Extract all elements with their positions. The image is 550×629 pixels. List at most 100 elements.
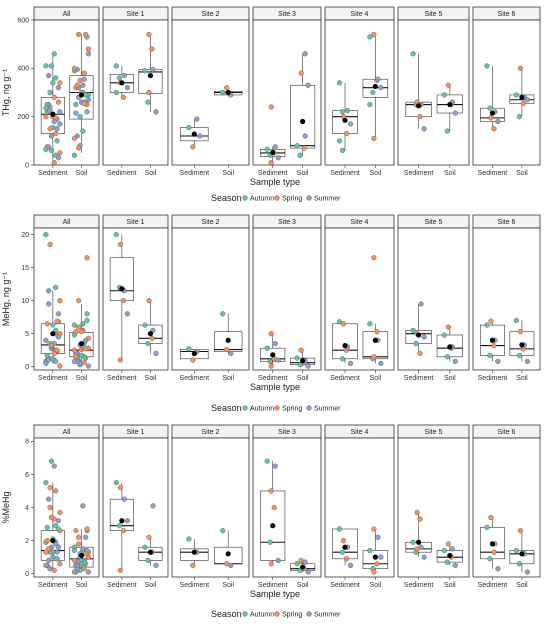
data-point-autumn: [264, 345, 270, 351]
data-point-autumn: [80, 128, 86, 134]
facet-label: Site 6: [498, 219, 516, 226]
data-point-autumn: [186, 346, 192, 352]
data-point-autumn: [48, 147, 55, 154]
facet-label: Site 1: [127, 219, 145, 226]
data-point-autumn: [410, 327, 416, 333]
data-point-autumn: [220, 528, 226, 534]
legend-key-summer: [306, 405, 312, 411]
data-point-autumn: [367, 321, 373, 327]
legend-label-autumn: Autumn: [250, 612, 274, 619]
mean-marker: [519, 551, 525, 557]
data-point-spring: [491, 549, 497, 555]
data-point-spring: [46, 546, 52, 552]
data-point-autumn: [116, 523, 122, 529]
data-point-spring: [83, 31, 89, 38]
data-point-autumn: [116, 75, 122, 81]
data-point-autumn: [55, 526, 62, 532]
data-point-autumn: [339, 356, 346, 362]
data-point-summer: [228, 350, 234, 357]
legend-key-spring: [274, 611, 280, 617]
data-point-spring: [44, 321, 50, 327]
mean-marker: [300, 564, 306, 570]
mean-marker: [447, 101, 453, 108]
data-point-spring: [47, 241, 53, 248]
data-point-autumn: [145, 340, 151, 347]
data-point-summer: [85, 51, 92, 57]
facet-label: Site 3: [278, 219, 296, 226]
facet-label: Site 5: [425, 219, 443, 226]
data-point-summer: [47, 108, 53, 114]
data-point-autumn: [142, 544, 148, 550]
data-point-summer: [524, 569, 531, 575]
data-point-spring: [54, 318, 60, 324]
x-tick-label: Soil: [370, 582, 382, 589]
mean-marker: [300, 118, 306, 125]
data-point-summer: [418, 544, 424, 550]
data-point-summer: [55, 155, 62, 161]
y-tick-label: 8: [25, 439, 29, 446]
legend-label-autumn: Autumn: [250, 196, 274, 203]
data-point-summer: [46, 301, 52, 307]
y-axis-title: MeHg, ng g⁻¹: [1, 272, 11, 326]
data-point-spring: [488, 514, 494, 521]
data-point-autumn: [142, 68, 148, 74]
data-point-spring: [84, 255, 90, 261]
data-point-spring: [76, 324, 82, 330]
box: [332, 528, 358, 560]
data-point-spring: [57, 363, 63, 369]
data-point-autumn: [444, 128, 450, 134]
data-point-autumn: [50, 80, 56, 86]
data-point-spring: [57, 509, 63, 516]
data-point-summer: [85, 363, 92, 369]
data-point-spring: [371, 255, 377, 261]
legend-label-summer: Summer: [314, 196, 341, 203]
facet-label: Site 4: [351, 11, 369, 18]
data-point-autumn: [84, 317, 90, 324]
data-point-summer: [121, 496, 127, 502]
mean-marker: [225, 89, 231, 96]
mean-marker: [447, 552, 453, 559]
data-point-spring: [73, 528, 79, 534]
data-point-autumn: [113, 63, 119, 69]
x-tick-label: Sediment: [107, 170, 137, 177]
data-point-autumn: [294, 355, 300, 361]
data-point-summer: [43, 562, 49, 569]
data-point-autumn: [51, 51, 57, 57]
data-point-autumn: [339, 147, 346, 154]
data-point-autumn: [444, 354, 450, 360]
data-point-autumn: [339, 109, 346, 115]
mean-marker: [78, 552, 85, 559]
data-point-spring: [120, 528, 126, 534]
data-point-spring: [73, 329, 79, 335]
data-point-spring: [520, 100, 527, 106]
data-point-spring: [76, 298, 82, 304]
mean-marker: [191, 350, 197, 357]
data-point-spring: [117, 357, 123, 363]
y-tick-label: 0: [25, 364, 29, 371]
data-point-autumn: [367, 34, 373, 40]
data-point-summer: [452, 358, 458, 365]
x-tick-label: Sediment: [404, 170, 434, 177]
mean-marker: [489, 337, 496, 343]
data-point-autumn: [336, 526, 343, 532]
data-point-spring: [491, 342, 497, 349]
x-tick-label: Soil: [297, 170, 309, 177]
mean-marker: [119, 286, 125, 292]
data-point-spring: [340, 537, 347, 544]
data-point-spring: [298, 70, 304, 76]
mean-marker: [300, 358, 306, 364]
x-tick-label: Sediment: [478, 170, 508, 177]
data-point-autumn: [264, 458, 270, 464]
mean-marker: [372, 554, 378, 560]
legend-label-spring: Spring: [282, 196, 302, 203]
data-point-autumn: [54, 138, 60, 144]
facet-label: Site 2: [202, 11, 220, 18]
data-point-summer: [85, 569, 92, 575]
data-point-summer: [375, 534, 381, 540]
mean-marker: [225, 551, 231, 557]
data-point-autumn: [53, 75, 59, 81]
x-tick-label: Soil: [444, 170, 456, 177]
data-point-spring: [120, 94, 126, 100]
